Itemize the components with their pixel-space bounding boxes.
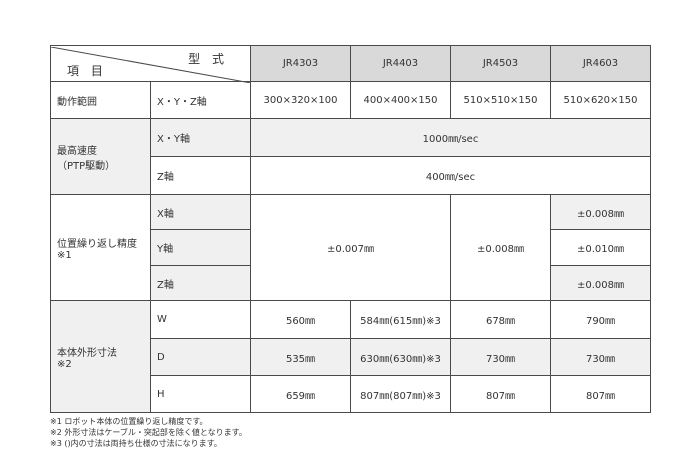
table-row: D 535㎜ 630㎜(630㎜)※3 730㎜ 730㎜: [50, 338, 651, 376]
cell: 630㎜(630㎜)※3: [350, 338, 451, 376]
table-row: 最高速度 （PTP駆動） X・Y軸 1000㎜/sec: [50, 118, 651, 195]
axis-label: D: [150, 338, 251, 376]
table-row: 位置繰り返し精度 ※1 X軸 ±0.007㎜ ±0.008㎜ ±0.008㎜: [50, 194, 651, 301]
model-header: JR4303: [250, 45, 351, 82]
cell: 659㎜: [250, 375, 351, 413]
cell: 535㎜: [250, 338, 351, 376]
model-header: JR4503: [450, 45, 551, 82]
table-row: 本体外形寸法 ※2 W 560㎜ 584㎜(615㎜)※3 678㎜ 790㎜: [50, 300, 651, 413]
cell: 400㎜/sec: [250, 156, 651, 195]
axis-label: Y軸: [150, 229, 251, 266]
footnote: ※2 外形寸法はケーブル・突起部を除く値となります。: [50, 428, 247, 437]
footnote: ※1 ロボット本体の位置繰り返し精度です。: [50, 417, 208, 426]
row-label: 最高速度 （PTP駆動）: [50, 118, 151, 195]
table-row: H 659㎜ 807㎜(807㎜)※3 807㎜ 807㎜: [51, 375, 651, 413]
row-label: 本体外形寸法 ※2: [50, 300, 151, 413]
cell: 730㎜: [450, 338, 551, 376]
cell: ±0.008㎜: [450, 194, 551, 301]
cell: 807㎜: [550, 375, 651, 413]
axis-label: Z軸: [150, 265, 251, 301]
cell: 300×320×100: [250, 81, 351, 119]
axis-label: X・Y・Z軸: [150, 81, 251, 119]
cell: 730㎜: [550, 338, 651, 376]
footnotes: ※1 ロボット本体の位置繰り返し精度です。 ※2 外形寸法はケーブル・突起部を除…: [50, 416, 247, 449]
model-label: 型 式: [188, 51, 228, 66]
axis-label: X軸: [150, 194, 251, 230]
table-row: 動作範囲 X・Y・Z軸 300×320×100 400×400×150 510×…: [50, 81, 651, 119]
cell: ±0.007㎜: [250, 194, 451, 301]
table-row: Y軸 ±0.010㎜: [51, 229, 651, 266]
model-header: JR4603: [550, 45, 651, 82]
axis-label: X・Y軸: [150, 118, 251, 157]
footnote: ※3 ()内の寸法は両持ち仕様の寸法になります。: [50, 439, 222, 448]
table-row: Z軸 400㎜/sec: [51, 156, 651, 195]
cell: 790㎜: [550, 300, 651, 339]
row-label: 位置繰り返し精度 ※1: [50, 194, 151, 301]
corner-header: 型 式 項 目: [50, 45, 251, 83]
cell: ±0.010㎜: [550, 229, 651, 266]
cell: ±0.008㎜: [550, 265, 651, 301]
axis-label: Z軸: [150, 156, 251, 195]
cell: 584㎜(615㎜)※3: [350, 300, 451, 339]
item-label: 項 目: [67, 63, 107, 78]
cell: 807㎜(807㎜)※3: [350, 375, 451, 413]
diagonal-line: [51, 46, 251, 83]
cell: 510×510×150: [450, 81, 551, 119]
cell: ±0.008㎜: [550, 194, 651, 230]
axis-label: W: [150, 300, 251, 339]
cell: 560㎜: [250, 300, 351, 339]
cell: 807㎜: [450, 375, 551, 413]
cell: 1000㎜/sec: [250, 118, 651, 157]
table-row: Z軸 ±0.008㎜: [51, 265, 651, 301]
axis-label: H: [150, 375, 251, 413]
model-header: JR4403: [350, 45, 451, 82]
header-row: 型 式 項 目 JR4303 JR4403 JR4503 JR4603: [50, 45, 651, 83]
cell: 400×400×150: [350, 81, 451, 119]
spec-table: 型 式 項 目 JR4303 JR4403 JR4503 JR4603 動作範囲…: [50, 45, 651, 413]
cell: 510×620×150: [550, 81, 651, 119]
cell: 678㎜: [450, 300, 551, 339]
row-label: 動作範囲: [50, 81, 151, 119]
